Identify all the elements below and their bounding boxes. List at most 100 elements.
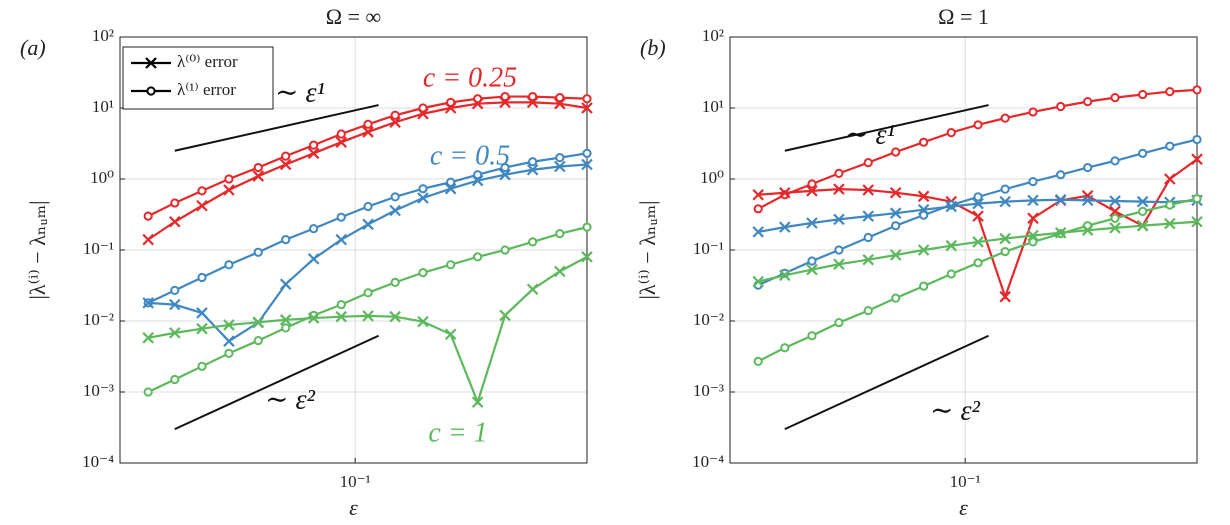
data-marker bbox=[1165, 200, 1175, 210]
data-marker bbox=[807, 331, 817, 341]
y-axis-label: |λ⁽ⁱ⁾ − λₙᵤₘ| bbox=[635, 201, 660, 300]
data-marker bbox=[919, 210, 929, 220]
data-marker bbox=[999, 232, 1011, 245]
data-marker bbox=[889, 207, 902, 219]
data-marker bbox=[390, 277, 400, 287]
data-marker bbox=[500, 245, 510, 255]
data-marker bbox=[444, 182, 457, 195]
data-marker bbox=[1136, 195, 1149, 208]
data-marker bbox=[526, 96, 539, 109]
data-marker bbox=[1028, 237, 1038, 247]
data-marker bbox=[335, 233, 348, 246]
data-marker bbox=[444, 102, 457, 114]
data-marker bbox=[1164, 173, 1176, 185]
y-tick-label: 10⁻¹ bbox=[693, 239, 724, 258]
x-axis-label: ε bbox=[349, 495, 358, 520]
data-marker bbox=[471, 97, 484, 110]
data-marker bbox=[417, 192, 429, 204]
data-marker bbox=[1192, 193, 1202, 204]
data-marker bbox=[582, 94, 592, 104]
data-marker bbox=[554, 265, 566, 278]
data-marker bbox=[806, 217, 818, 229]
data-marker bbox=[752, 226, 764, 238]
data-marker bbox=[834, 317, 844, 328]
data-marker bbox=[862, 253, 875, 266]
annotation: c = 0.25 bbox=[423, 62, 517, 93]
data-marker bbox=[753, 356, 763, 366]
data-marker bbox=[253, 335, 263, 346]
data-marker bbox=[526, 163, 539, 176]
data-marker bbox=[863, 158, 873, 168]
data-marker bbox=[863, 306, 873, 316]
data-marker bbox=[307, 253, 320, 265]
panel-title: Ω = ∞ bbox=[326, 4, 381, 29]
data-marker bbox=[1165, 87, 1175, 97]
data-marker bbox=[1138, 89, 1148, 100]
data-marker bbox=[390, 192, 400, 202]
data-marker bbox=[336, 129, 346, 139]
data-marker bbox=[973, 120, 983, 130]
y-tick-label: 10⁻³ bbox=[693, 381, 724, 400]
y-tick-label: 10⁰ bbox=[90, 168, 114, 187]
data-marker bbox=[417, 315, 429, 328]
panel-title: Ω = 1 bbox=[938, 4, 989, 29]
data-marker bbox=[223, 319, 235, 331]
y-tick-label: 10⁻¹ bbox=[83, 239, 114, 258]
data-marker bbox=[471, 174, 484, 187]
data-marker bbox=[197, 361, 207, 371]
data-marker bbox=[500, 91, 510, 102]
data-marker bbox=[1110, 93, 1120, 103]
data-marker bbox=[281, 235, 291, 245]
data-marker bbox=[1054, 193, 1067, 206]
slope-guide bbox=[174, 334, 379, 431]
data-marker bbox=[362, 310, 374, 322]
data-marker bbox=[224, 260, 234, 270]
data-marker bbox=[526, 283, 539, 296]
data-marker bbox=[1000, 113, 1010, 123]
data-marker bbox=[169, 298, 181, 311]
data-marker bbox=[499, 96, 511, 109]
y-tick-label: 10⁻⁴ bbox=[692, 452, 724, 471]
data-marker bbox=[170, 198, 180, 208]
data-marker bbox=[389, 116, 401, 129]
y-tick-label: 10² bbox=[92, 26, 114, 45]
data-marker bbox=[363, 201, 373, 212]
data-marker bbox=[945, 200, 958, 213]
legend-marker bbox=[146, 86, 156, 96]
data-marker bbox=[862, 210, 875, 222]
data-marker bbox=[362, 126, 374, 138]
data-marker bbox=[555, 93, 565, 103]
data-marker bbox=[336, 212, 346, 222]
data-marker bbox=[1109, 222, 1121, 234]
annotation: ∼ ε¹ bbox=[275, 77, 325, 108]
legend-label: λ⁽⁰⁾ error bbox=[177, 52, 238, 71]
data-marker bbox=[169, 327, 181, 339]
data-marker bbox=[555, 229, 565, 239]
data-marker bbox=[253, 247, 263, 257]
y-tick-label: 10⁻² bbox=[83, 310, 114, 329]
data-marker bbox=[891, 147, 901, 157]
data-marker bbox=[807, 256, 817, 266]
data-marker bbox=[281, 151, 291, 161]
data-marker bbox=[1056, 101, 1066, 112]
data-marker bbox=[196, 322, 208, 335]
data-marker bbox=[946, 269, 956, 279]
annotation: c = 0.5 bbox=[430, 140, 510, 171]
slope-guide bbox=[174, 104, 379, 152]
data-marker bbox=[891, 293, 901, 303]
data-marker bbox=[390, 110, 400, 120]
data-marker bbox=[1136, 219, 1149, 232]
data-marker bbox=[1109, 205, 1121, 218]
y-tick-label: 10⁻³ bbox=[83, 381, 114, 400]
data-marker bbox=[142, 332, 154, 344]
data-marker bbox=[554, 97, 566, 110]
data-marker bbox=[279, 314, 292, 326]
data-marker bbox=[807, 179, 817, 189]
data-marker bbox=[581, 158, 593, 171]
data-marker bbox=[363, 288, 373, 298]
data-marker bbox=[142, 233, 154, 246]
data-marker bbox=[833, 213, 845, 226]
data-marker bbox=[833, 258, 845, 271]
data-marker bbox=[197, 186, 207, 196]
data-marker bbox=[779, 221, 791, 233]
